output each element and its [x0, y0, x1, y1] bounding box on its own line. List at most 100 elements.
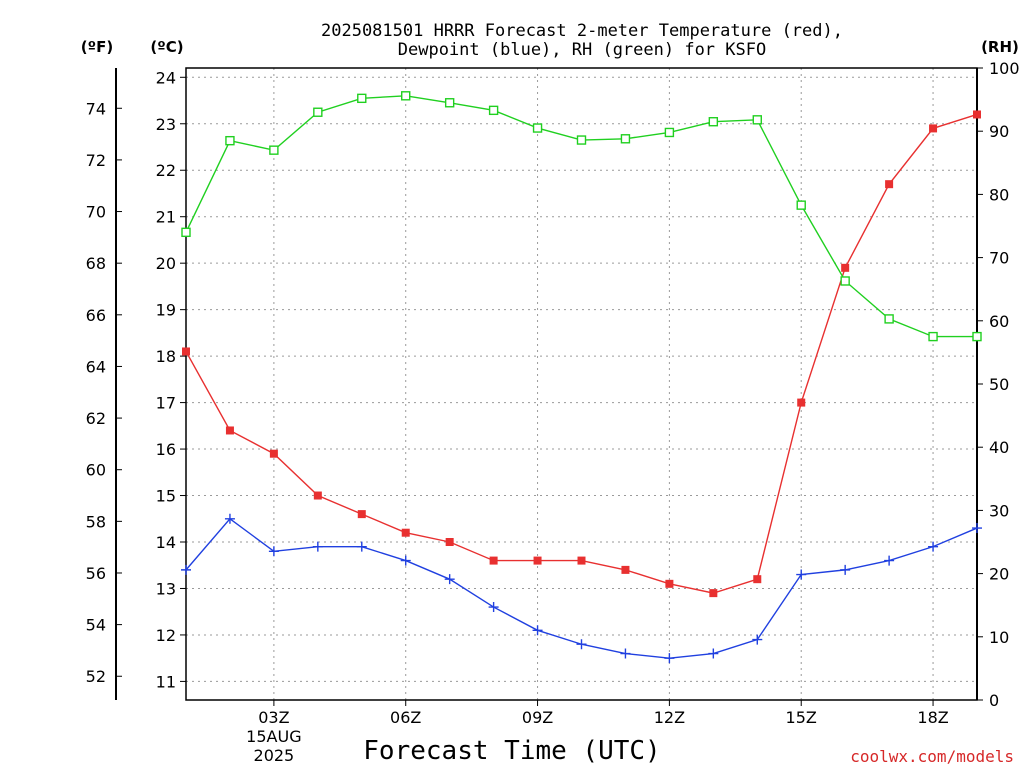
- celsius-tick-label: 16: [156, 440, 176, 459]
- rh-point: [840, 276, 850, 286]
- fahrenheit-tick-label: 54: [86, 616, 106, 635]
- celsius-tick-label: 15: [156, 487, 176, 506]
- dewpoint-point: [752, 634, 763, 645]
- temperature-point: [885, 180, 894, 189]
- temperature-point: [182, 347, 190, 356]
- celsius-tick-label: 11: [156, 672, 176, 691]
- rh-tick-label: 40: [989, 438, 1009, 457]
- temperature-point: [841, 263, 850, 272]
- dewpoint-point: [708, 648, 719, 659]
- temperature-point: [269, 449, 278, 458]
- temperature-point: [621, 565, 630, 574]
- temperature-point: [533, 556, 542, 565]
- temperature-point: [489, 556, 498, 565]
- temperature-point: [357, 510, 366, 519]
- rh-tick-label: 50: [989, 375, 1009, 394]
- celsius-tick-label: 13: [156, 579, 176, 598]
- celsius-tick-label: 12: [156, 626, 176, 645]
- rh-point: [752, 115, 762, 125]
- celsius-tick-label: 18: [156, 347, 176, 366]
- temperature-point: [445, 538, 454, 546]
- celsius-tick-label: 24: [156, 68, 176, 87]
- dewpoint-point: [884, 555, 895, 566]
- dewpoint-point: [444, 574, 455, 585]
- temperature-point: [665, 579, 674, 588]
- rh-point: [708, 117, 719, 127]
- rh-tick-label: 20: [989, 565, 1009, 584]
- rh-point: [313, 107, 323, 117]
- fahrenheit-tick-label: 64: [86, 357, 106, 376]
- temperature-point: [709, 589, 718, 598]
- rh-tick-label: 0: [989, 691, 999, 710]
- dewpoint-point: [928, 541, 939, 552]
- x-tick-label: 09Z: [522, 708, 553, 727]
- celsius-tick-label: 20: [156, 254, 176, 273]
- rh-point: [532, 123, 543, 133]
- fahrenheit-unit-label: (ºF): [81, 38, 113, 56]
- rh-tick-label: 30: [989, 501, 1009, 520]
- dewpoint-point: [356, 541, 367, 552]
- celsius-tick-label: 17: [156, 394, 176, 413]
- x-tick-label: 12Z: [654, 708, 685, 727]
- dewpoint-point: [224, 513, 235, 524]
- rh-tick-label: 100: [989, 59, 1020, 78]
- rh-point: [401, 91, 411, 101]
- rh-point: [972, 331, 982, 342]
- dewpoint-point: [620, 648, 631, 659]
- rh-point: [444, 98, 455, 108]
- dewpoint-point: [312, 541, 323, 552]
- grid-lines: [186, 68, 977, 700]
- dewpoint-point: [532, 625, 543, 636]
- rh-point: [225, 135, 235, 146]
- rh-tick-label: 60: [989, 312, 1009, 331]
- rh-tick-label: 80: [989, 185, 1009, 204]
- temperature-point: [973, 110, 981, 119]
- fahrenheit-tick-label: 74: [86, 99, 106, 118]
- fahrenheit-tick-label: 52: [86, 667, 106, 686]
- fahrenheit-tick-label: 66: [86, 306, 106, 325]
- rh-point: [796, 200, 806, 210]
- celsius-unit-label: (ºC): [150, 38, 183, 56]
- rh-tick-label: 70: [989, 249, 1009, 268]
- celsius-tick-label: 21: [156, 208, 176, 227]
- rh-point: [181, 227, 191, 238]
- x-tick-label: 06Z: [390, 708, 421, 727]
- fahrenheit-tick-label: 62: [86, 409, 106, 428]
- dewpoint-point: [268, 546, 279, 557]
- rh-tick-label: 10: [989, 628, 1009, 647]
- fahrenheit-tick-label: 56: [86, 564, 106, 583]
- axes: [115, 67, 978, 701]
- fahrenheit-tick-label: 70: [86, 203, 106, 222]
- celsius-tick-label: 14: [156, 533, 176, 552]
- dewpoint-point: [664, 653, 675, 664]
- rh-point: [928, 331, 938, 342]
- x-tick-label: 18Z: [917, 708, 948, 727]
- dewpoint-point: [181, 564, 191, 575]
- x-axis-title: Forecast Time (UTC): [363, 736, 660, 766]
- dewpoint-point: [488, 602, 499, 613]
- celsius-tick-label: 22: [156, 161, 176, 180]
- x-date-label: 15AUG: [246, 727, 301, 746]
- rh-point: [488, 105, 499, 116]
- temperature-point: [797, 398, 806, 407]
- temperature-point: [401, 528, 410, 537]
- x-tick-label: 03Z: [258, 708, 289, 727]
- fahrenheit-tick-label: 68: [86, 254, 106, 273]
- temperature-line: [185, 113, 978, 594]
- rh-point: [884, 314, 894, 324]
- chart-title-line-2: Dewpoint (blue), RH (green) for KSFO: [398, 40, 766, 60]
- dewpoint-point: [576, 639, 587, 650]
- rh-tick-label: 90: [989, 122, 1009, 141]
- rh-point: [269, 145, 279, 155]
- dewpoint-point: [972, 523, 982, 534]
- series-lines: [181, 91, 982, 664]
- rh-point: [576, 135, 587, 145]
- credit-text: coolwx.com/models: [850, 747, 1014, 766]
- rh-unit-label: (RH): [981, 38, 1019, 56]
- fahrenheit-tick-label: 60: [86, 461, 106, 480]
- celsius-tick-label: 19: [156, 301, 176, 320]
- plot-frame: [185, 67, 978, 701]
- rh-point: [664, 127, 675, 138]
- rh-point: [620, 134, 631, 144]
